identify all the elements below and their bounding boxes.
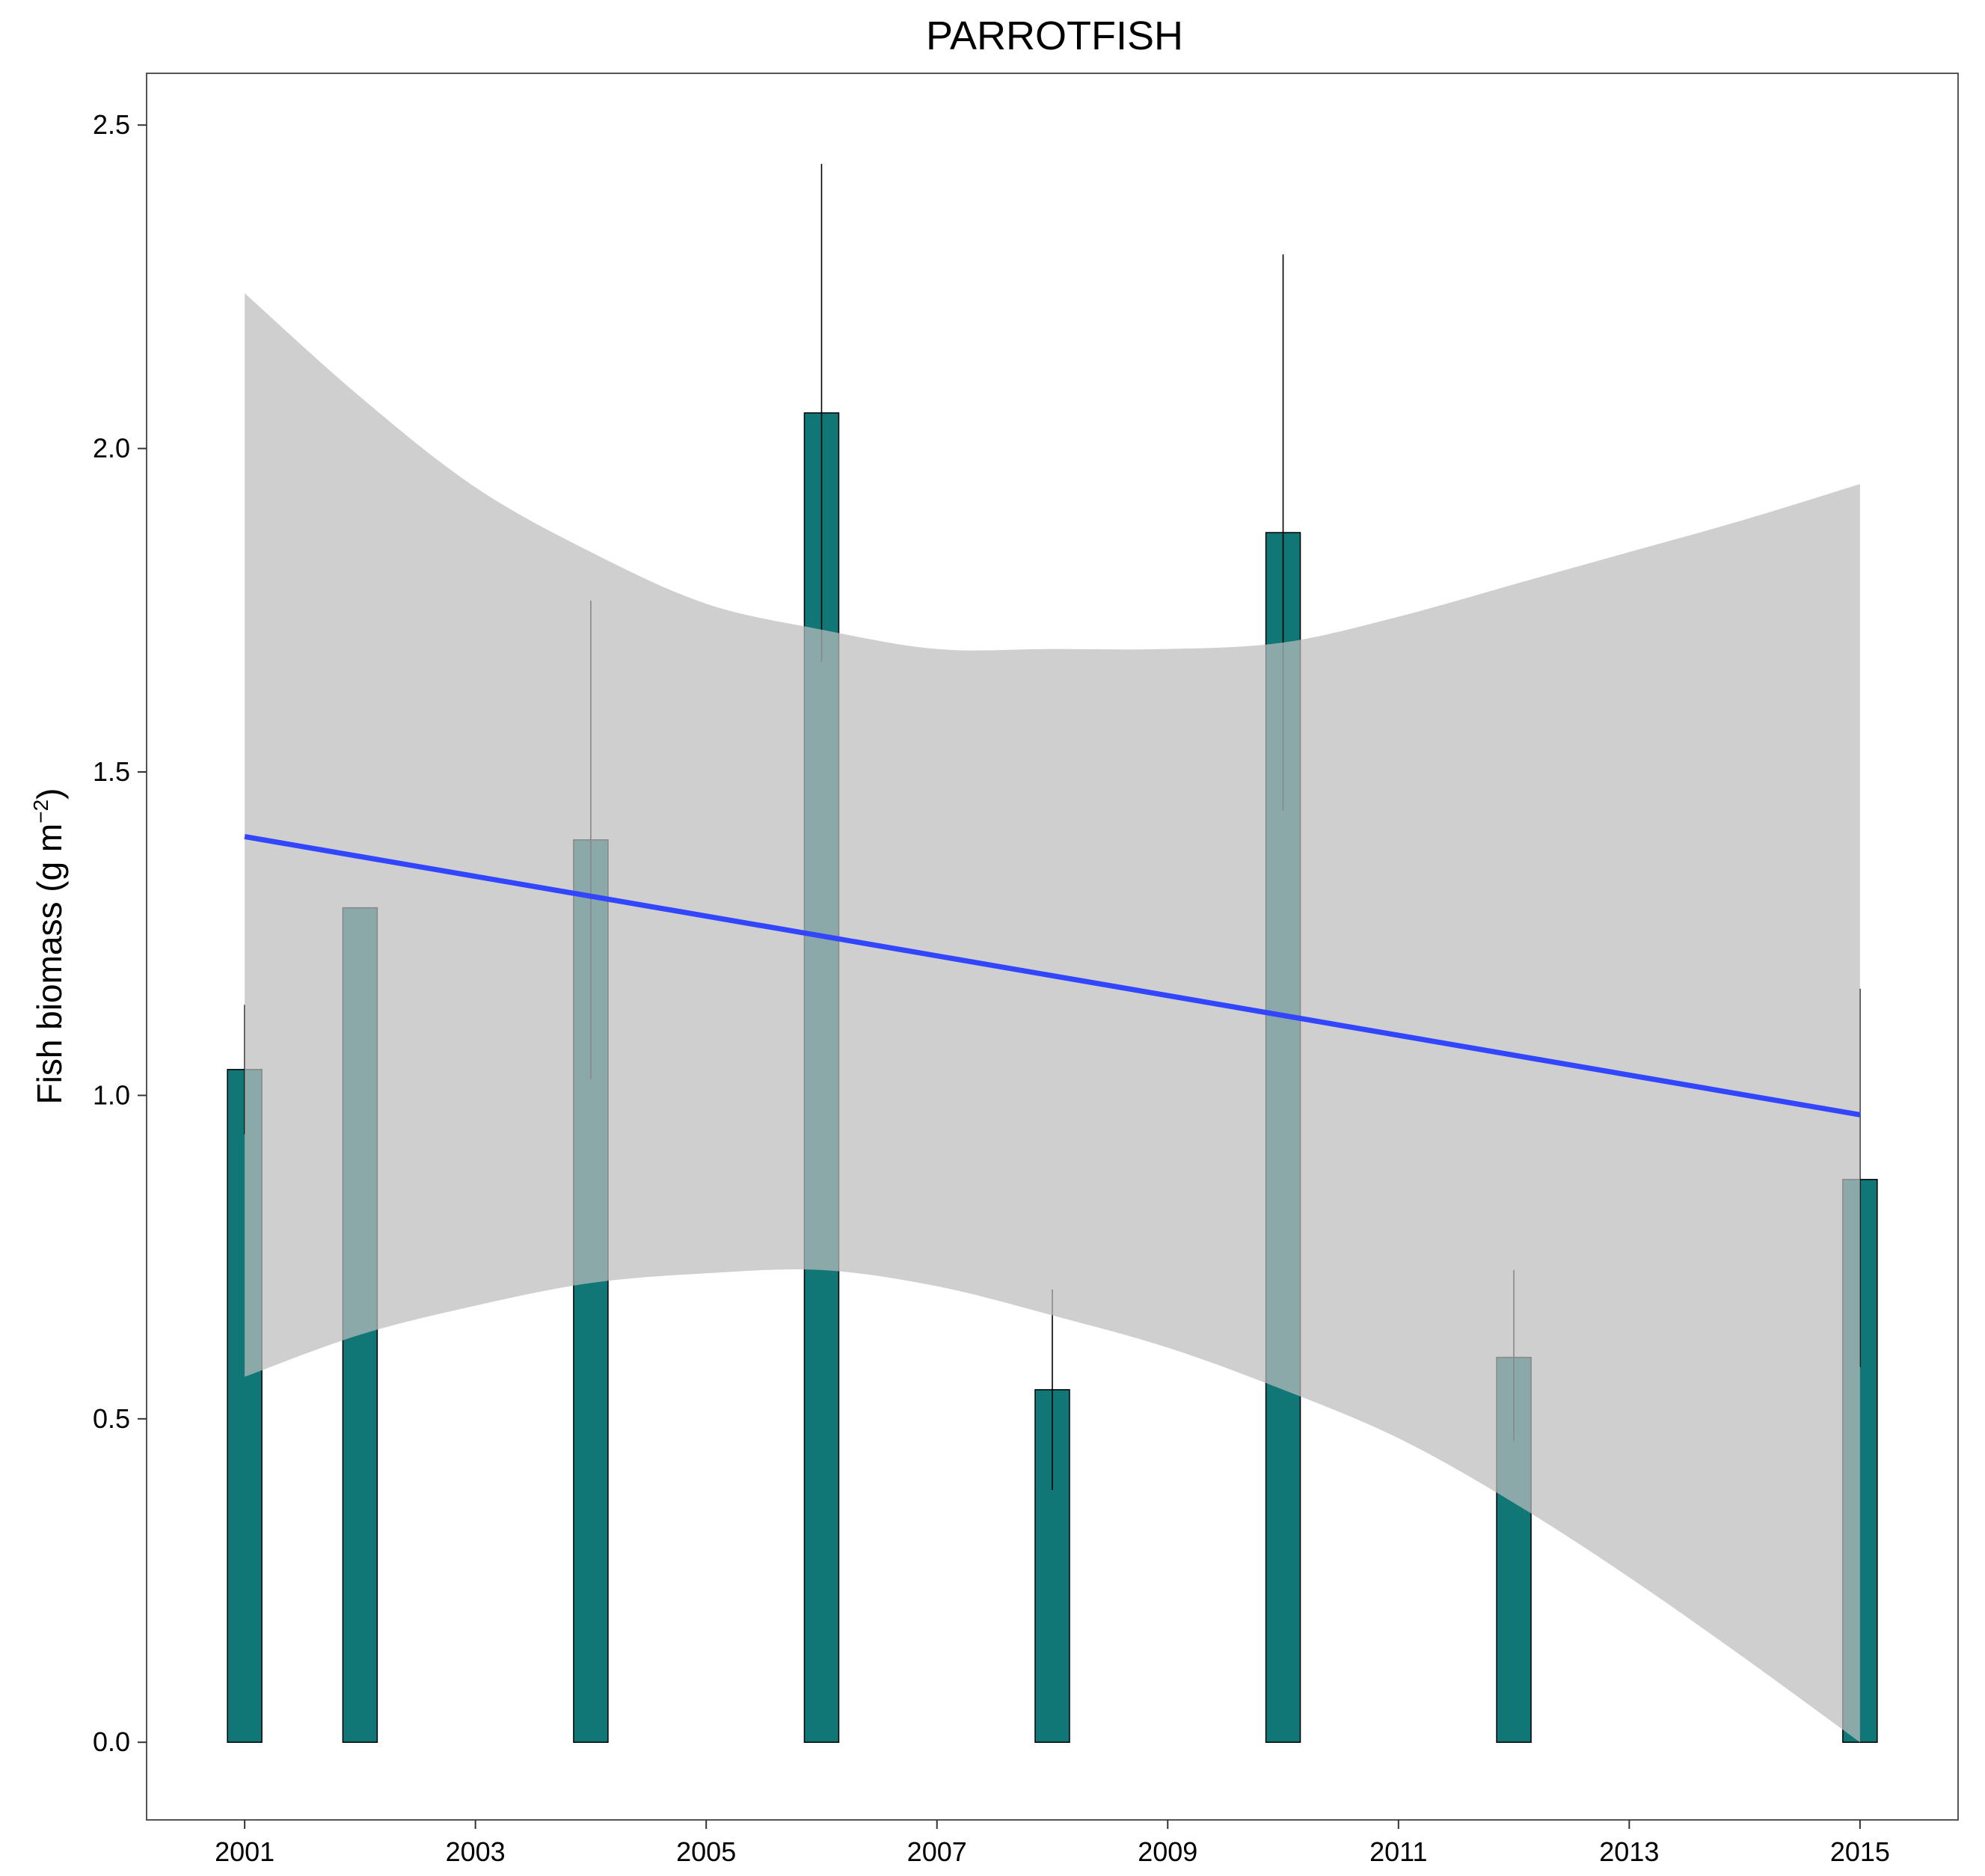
y-tick-label-0: 0.0 <box>93 1726 130 1757</box>
x-tick-label-6: 2013 <box>1599 1836 1659 1867</box>
chart-title: PARROTFISH <box>926 13 1183 58</box>
y-axis-title-prefix: Fish biomass (g m <box>30 824 69 1105</box>
x-tick-label-3: 2007 <box>907 1836 967 1867</box>
y-tick-label-4: 2.0 <box>93 433 130 464</box>
y-tick-label-5: 2.5 <box>93 109 130 140</box>
y-tick-label-3: 1.5 <box>93 756 130 787</box>
y-axis-title-suffix: ) <box>30 788 69 799</box>
y-tick-label-2: 1.0 <box>93 1079 130 1110</box>
y-tick-label-1: 0.5 <box>93 1403 130 1434</box>
axes-layer: 0.0 0.5 1.0 1.5 2.0 2.5 2001 2003 2005 2007 2009 20… <box>93 109 1890 1867</box>
plot-layer <box>227 164 1878 1743</box>
x-tick-label-4: 2009 <box>1138 1836 1197 1867</box>
x-tick-label-0: 2001 <box>215 1836 274 1867</box>
panel-border <box>146 73 1959 1821</box>
y-axis-title: Fish biomass (g m−2) <box>29 788 69 1104</box>
y-axis-title-superscript: −2 <box>29 800 52 824</box>
confidence-band <box>245 293 1860 1743</box>
trend-line <box>244 834 1861 1118</box>
x-tick-label-2: 2005 <box>676 1836 736 1867</box>
x-tick-label-1: 2003 <box>446 1836 506 1867</box>
x-tick-label-5: 2011 <box>1369 1836 1427 1867</box>
x-tick-label-7: 2015 <box>1830 1836 1890 1867</box>
